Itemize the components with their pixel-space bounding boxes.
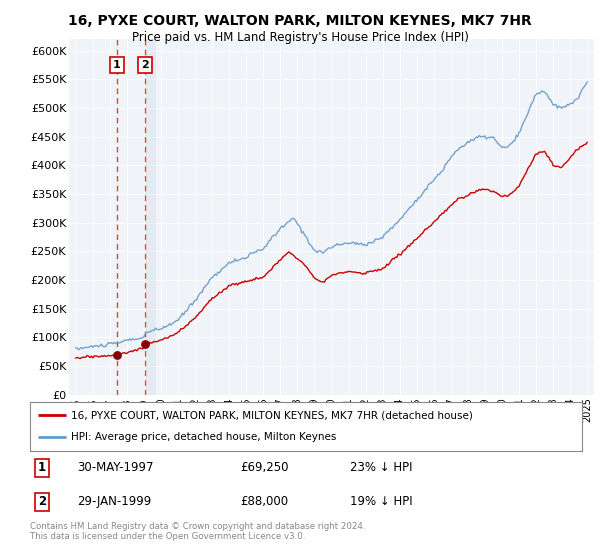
Text: Price paid vs. HM Land Registry's House Price Index (HPI): Price paid vs. HM Land Registry's House … [131,31,469,44]
Text: 1: 1 [38,461,46,474]
Bar [145,39,157,395]
Text: 2: 2 [38,496,46,508]
Point [112,351,122,360]
Text: £88,000: £88,000 [240,496,288,508]
Text: HPI: Average price, detached house, Milton Keynes: HPI: Average price, detached house, Milt… [71,432,337,442]
Text: 23% ↓ HPI: 23% ↓ HPI [350,461,413,474]
Text: 16, PYXE COURT, WALTON PARK, MILTON KEYNES, MK7 7HR (detached house): 16, PYXE COURT, WALTON PARK, MILTON KEYN… [71,410,473,421]
Text: 16, PYXE COURT, WALTON PARK, MILTON KEYNES, MK7 7HR: 16, PYXE COURT, WALTON PARK, MILTON KEYN… [68,14,532,28]
Text: 1: 1 [113,60,121,70]
Point [140,340,150,349]
Text: 29-JAN-1999: 29-JAN-1999 [77,496,151,508]
Text: 19% ↓ HPI: 19% ↓ HPI [350,496,413,508]
Text: 30-MAY-1997: 30-MAY-1997 [77,461,154,474]
Text: £69,250: £69,250 [240,461,288,474]
Text: Contains HM Land Registry data © Crown copyright and database right 2024.
This d: Contains HM Land Registry data © Crown c… [30,522,365,542]
Text: 2: 2 [142,60,149,70]
